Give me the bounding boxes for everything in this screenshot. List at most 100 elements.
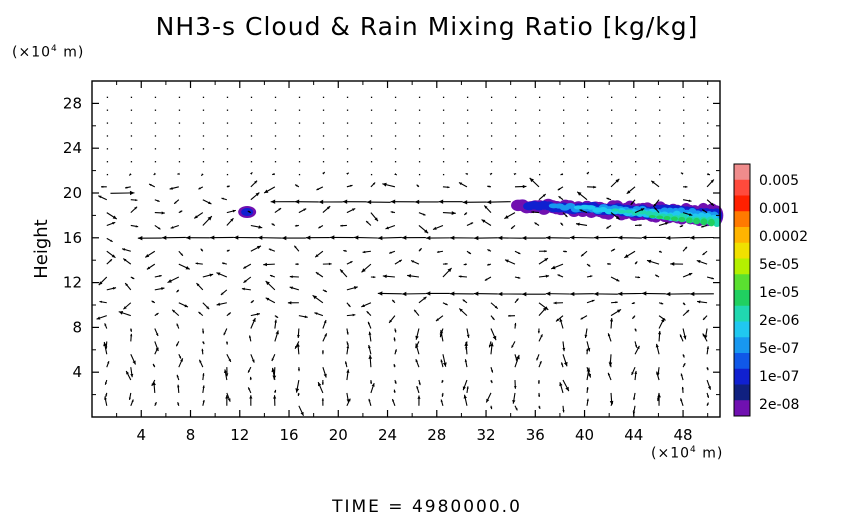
wind-vector-head <box>436 250 440 253</box>
wind-vector-head <box>273 395 277 399</box>
wind-vector-head <box>373 276 376 279</box>
x-axis-unit: (×104 m) <box>651 445 724 462</box>
wind-vector-head <box>451 211 456 216</box>
x-tick-label: 48 <box>674 426 693 444</box>
wind-vector-head <box>366 221 369 224</box>
wind-vector-head <box>251 359 255 363</box>
wind-vector-dot <box>370 96 373 98</box>
wind-vector-head <box>382 182 387 187</box>
cloud-band <box>656 215 664 220</box>
wind-vector-head <box>415 335 419 340</box>
wind-vector-head <box>414 309 417 313</box>
colorbar-swatch <box>734 242 750 259</box>
wind-vector-head <box>297 368 301 372</box>
wind-vector-head <box>176 323 179 327</box>
wind-vector-dot <box>130 96 133 98</box>
wind-vector-dot <box>587 135 589 137</box>
wind-vector-dot <box>635 135 637 137</box>
wind-vector-head <box>390 211 394 214</box>
wind-vector-head <box>466 386 469 389</box>
wind-vector-head <box>167 279 172 283</box>
wind-vector-head <box>565 386 569 392</box>
wind-vector-dot <box>394 122 397 124</box>
wind-vector-head <box>368 354 373 359</box>
wind-vector-head <box>587 373 592 378</box>
wind-vector-head <box>607 262 610 266</box>
wind-vector-head <box>350 261 353 264</box>
wind-vector-dot <box>154 96 157 98</box>
wind-vector-head <box>544 258 549 262</box>
wind-vector-dot <box>442 122 445 124</box>
wind-vector-head <box>318 226 321 229</box>
wind-vector-head <box>258 225 263 229</box>
wind-vector-head <box>151 383 154 386</box>
cloud-band <box>700 218 708 226</box>
wind-vector-head <box>348 304 351 307</box>
wind-vector-head <box>537 330 540 334</box>
jet-arrow-head <box>665 235 671 241</box>
cloud-band <box>670 216 678 222</box>
wind-vector-head <box>275 315 279 318</box>
wind-vector-head <box>248 387 251 390</box>
wind-vector-dot <box>106 135 109 137</box>
wind-vector-dot <box>274 96 277 98</box>
cloud-band <box>624 209 633 214</box>
x-tick-label: 12 <box>230 426 249 444</box>
wind-vector-dot <box>154 148 157 150</box>
wind-vector-head <box>243 279 247 283</box>
wind-vector-head <box>200 248 203 252</box>
wind-vector-head <box>659 250 662 253</box>
wind-vector-head <box>392 299 395 303</box>
chart-title: NH3-s Cloud & Rain Mixing Ratio [kg/kg] <box>155 12 699 41</box>
wind-vector-dot <box>154 161 157 163</box>
wind-vector-head <box>112 215 117 219</box>
wind-vector-dot <box>466 135 469 137</box>
x-tick-label: 20 <box>329 426 348 444</box>
wind-vector-dot <box>683 161 685 163</box>
wind-vector-head <box>651 180 655 184</box>
wind-vector-dot <box>178 122 181 124</box>
colorbar-swatch <box>734 384 750 401</box>
wind-vector-dot <box>490 148 493 150</box>
wind-vector-head <box>222 262 225 265</box>
wind-vector-head <box>179 210 183 213</box>
wind-vector-head <box>490 342 494 347</box>
wind-vector-head <box>248 370 251 373</box>
wind-vector-head <box>486 398 490 403</box>
wind-vector-head <box>198 187 201 190</box>
x-tick-label: 16 <box>279 426 298 444</box>
wind-vector-head <box>393 364 396 367</box>
wind-vector-dot <box>466 161 469 163</box>
wind-vector-head <box>586 172 589 175</box>
wind-vector-head <box>432 226 437 230</box>
wind-vector-head <box>465 173 469 176</box>
wind-vector-head <box>228 312 231 315</box>
wind-vector-head <box>297 393 300 396</box>
wind-vector-head <box>98 195 102 199</box>
wind-vector-dot <box>611 109 613 111</box>
wind-vector-dot <box>178 148 181 150</box>
wind-vector-head <box>586 398 589 402</box>
wind-vector-head <box>679 224 683 227</box>
wind-vector-head <box>202 385 205 388</box>
wind-vector-head <box>196 283 200 287</box>
wind-vector-head <box>465 346 468 350</box>
wind-vector-head <box>679 334 683 338</box>
wind-vector-head <box>128 397 131 400</box>
wind-vector-head <box>468 251 471 254</box>
wind-vector-head <box>393 389 396 393</box>
wind-vector-head <box>684 246 688 250</box>
wind-vector-dot <box>418 148 421 150</box>
wind-vector-head <box>631 372 634 375</box>
wind-vector-head <box>104 382 108 385</box>
jet-arrow-head <box>294 199 300 204</box>
wind-vector-head <box>201 173 204 176</box>
wind-vector-head <box>353 286 358 290</box>
colorbar-swatch <box>734 179 750 196</box>
colorbar-label: 2e-06 <box>759 313 799 329</box>
wind-vector-head <box>382 274 387 279</box>
wind-vector-head <box>294 245 297 249</box>
wind-vector-head <box>361 304 365 308</box>
wind-vector-head <box>657 372 660 376</box>
wind-vector-head <box>683 335 687 340</box>
